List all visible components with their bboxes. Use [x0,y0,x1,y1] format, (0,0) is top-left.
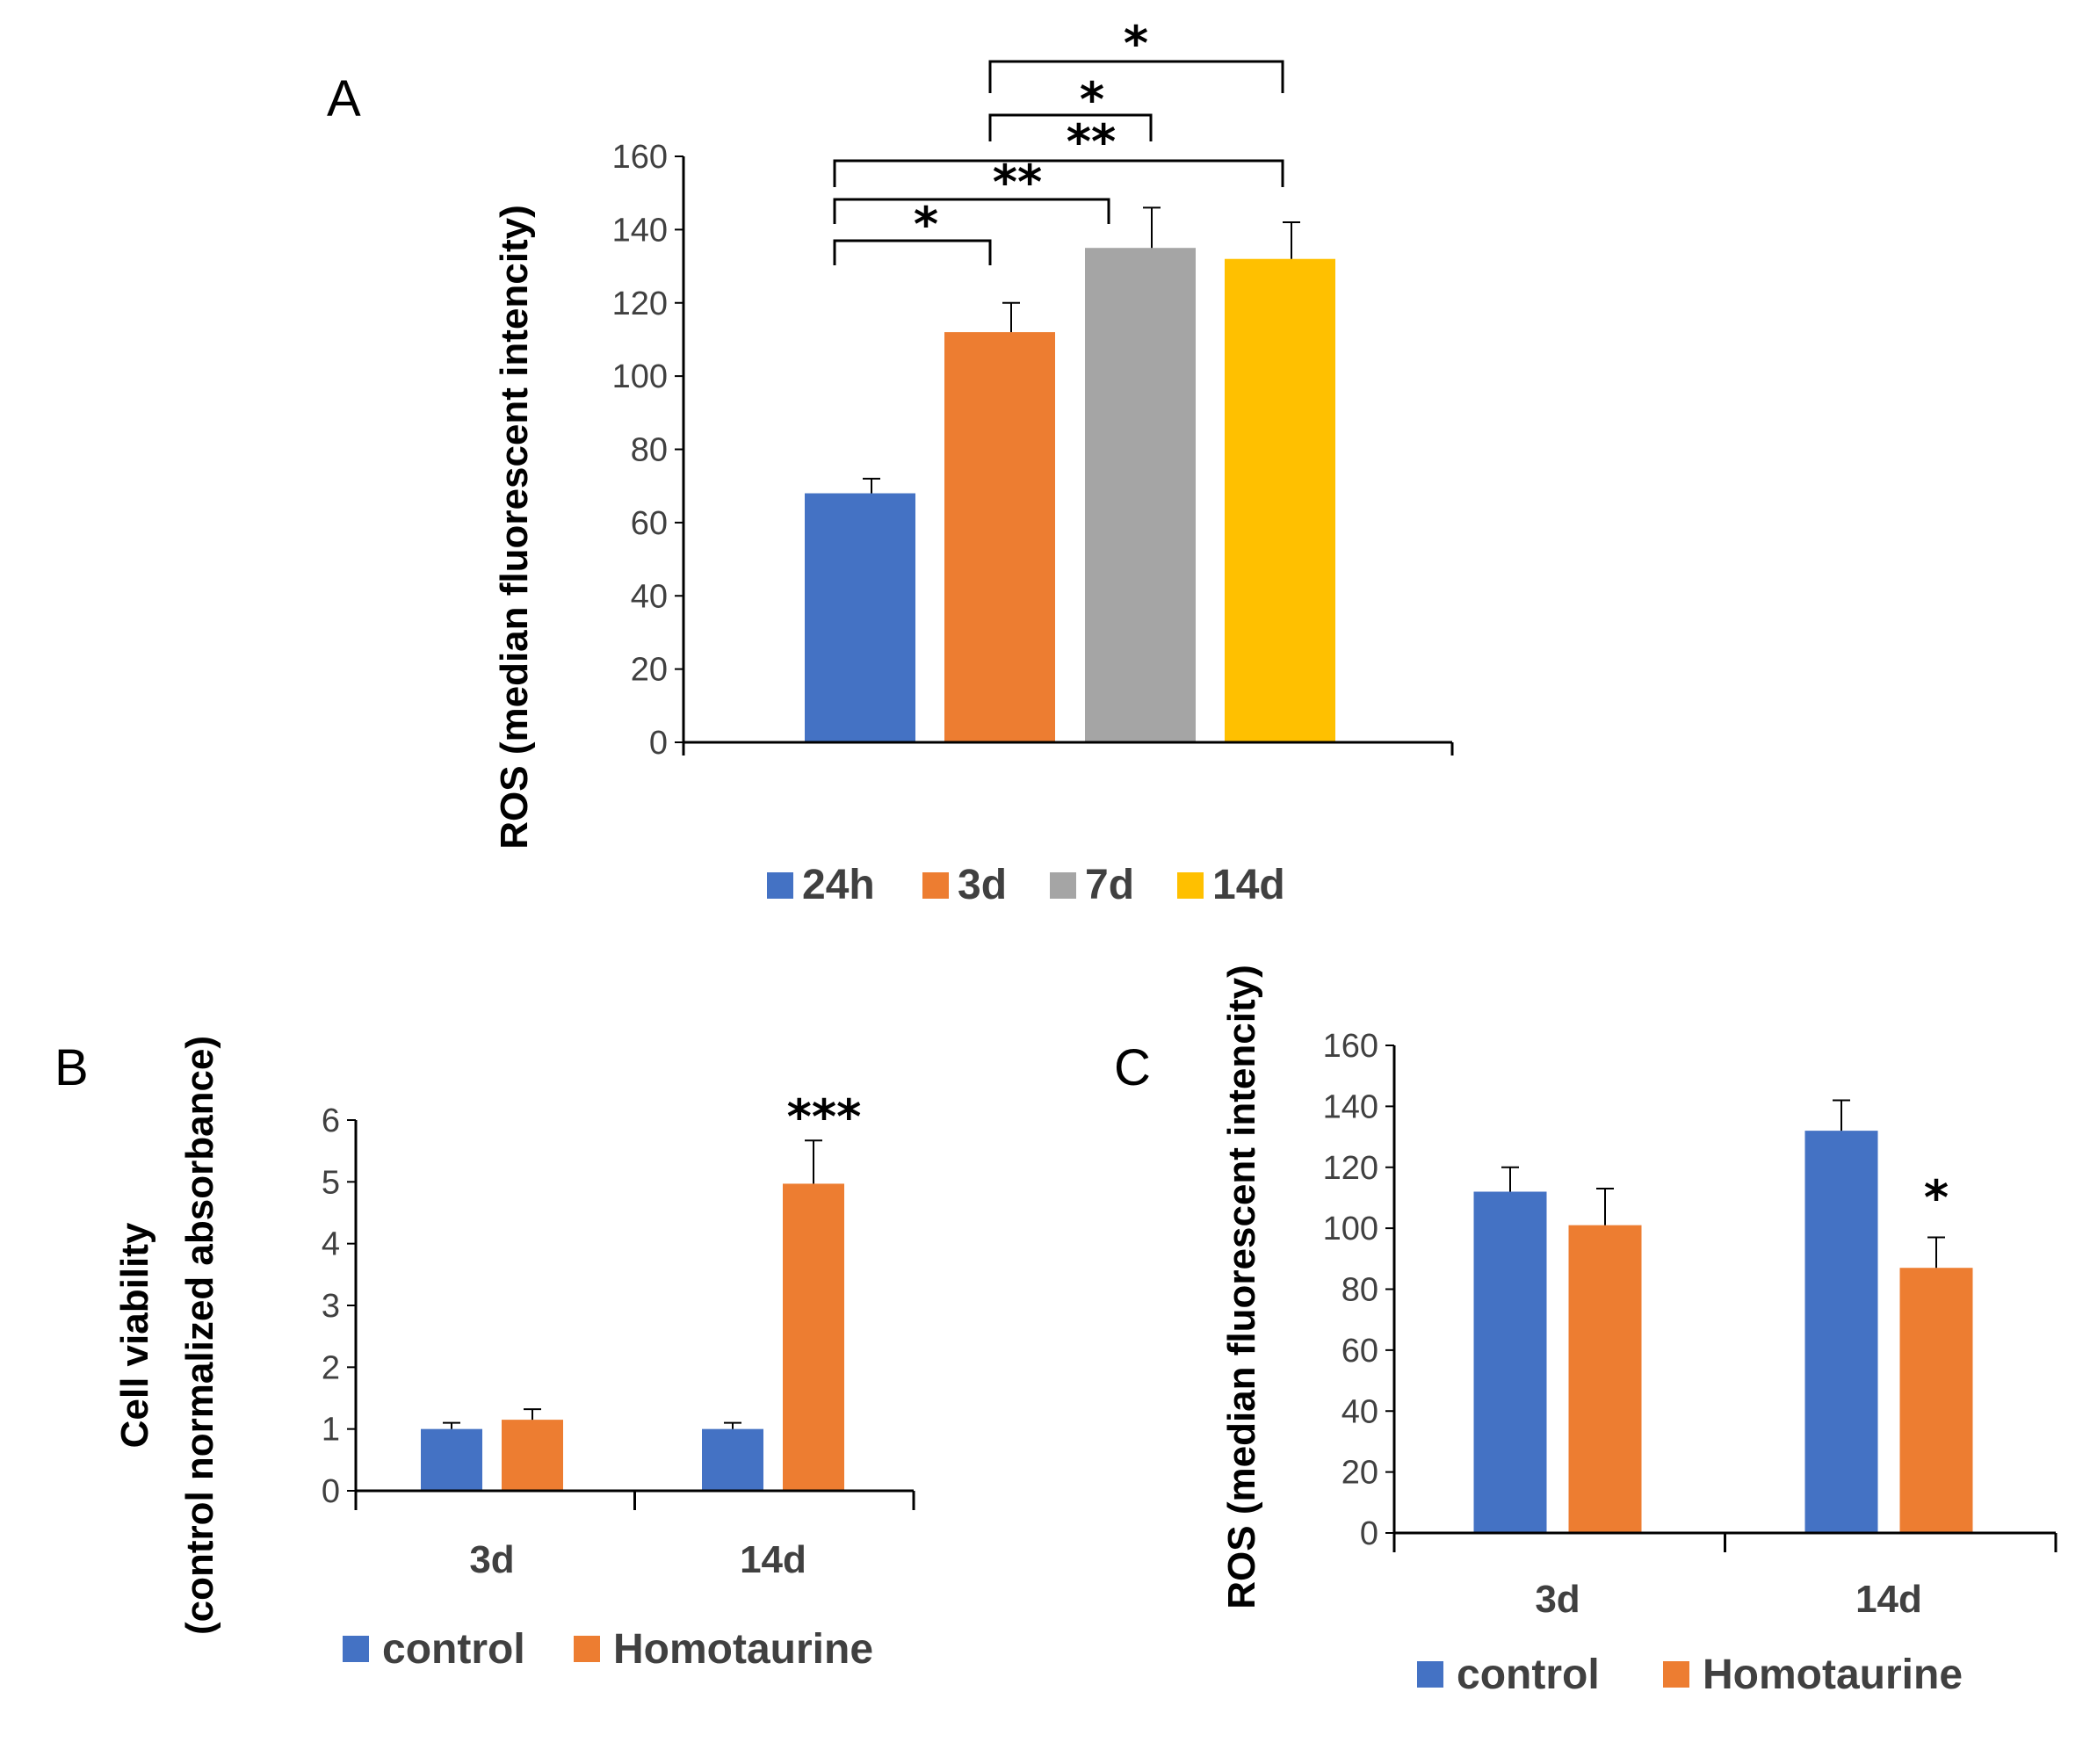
bar-3d [944,332,1055,742]
y-tick-label: 40 [1342,1393,1378,1430]
legend-swatch-7d [1050,872,1076,899]
y-tick-label: 120 [1323,1150,1378,1187]
legend-swatch-homotaurine [574,1636,600,1662]
y-tick-label: 100 [1323,1211,1378,1247]
bar-7d [1085,248,1196,742]
y-tick-label: 80 [1342,1272,1378,1309]
bar-14d-homotaurine [1899,1268,1973,1533]
y-tick-label: 120 [612,286,668,322]
y-tick-label: 0 [1360,1515,1378,1552]
y-tick-label: 160 [612,139,668,176]
bar-14d [1225,258,1335,743]
legend-swatch-homotaurine [1663,1661,1689,1688]
legend-swatch-control [1417,1661,1443,1688]
category-label: 14d [1855,1578,1922,1621]
y-tick-label: 6 [322,1102,340,1139]
significance-label: * [914,197,938,252]
significance-label: * [1924,1170,1949,1225]
y-tick-label: 3 [322,1288,340,1325]
bar-24h [805,493,915,742]
y-tick-label: 20 [1342,1455,1378,1492]
y-tick-label: 0 [649,725,668,762]
panel-a: A ROS (median fluorescent intencity) 0 20… [327,16,1454,908]
category-label: 14d [740,1538,806,1581]
legend-swatch-14d [1177,872,1204,899]
bar-14d-control [702,1428,763,1491]
panel-c: C ROS (median fluorescent intencity) 0 20… [1114,965,2057,1698]
legend-label-7d: 7d [1085,862,1134,908]
category-label: 3d [469,1538,514,1581]
y-tick-label: 40 [631,578,668,615]
significance-label: * [1124,16,1148,71]
significance-bracket [833,198,1110,224]
significance-label: ** [993,155,1042,210]
y-tick-label: 160 [1323,1028,1378,1065]
legend-swatch-24h [767,872,793,899]
panel-c-legend: control Homotaurine [1417,1652,1963,1698]
significance-bracket [833,159,1284,187]
legend-label-24h: 24h [802,862,875,908]
significance-bracket [988,113,1153,141]
y-tick-label: 20 [631,652,668,689]
bar-14d-control [1804,1131,1878,1533]
y-tick-label: 60 [631,505,668,542]
y-tick-label: 60 [1342,1333,1378,1370]
bar-3d-control [421,1428,482,1491]
y-tick-label: 100 [612,358,668,395]
bar-3d-control [1473,1191,1547,1533]
y-tick-label: 80 [631,432,668,469]
bar-3d-homotaurine [502,1420,563,1491]
significance-bracket [833,239,992,265]
panel-b-letter: B [54,1039,89,1096]
y-tick-label: 5 [322,1164,340,1201]
bar-3d-homotaurine [1568,1225,1642,1533]
y-tick-label: 2 [322,1349,340,1386]
panel-b: B Cell viability (control normalized abs… [54,1036,915,1673]
legend-label-14d: 14d [1212,862,1285,908]
y-tick-label: 140 [612,212,668,249]
panel-a-letter: A [327,70,361,127]
legend-swatch-3d [922,872,949,899]
panel-c-y-axis-label: ROS (median fluorescent intencity) [1220,965,1263,1609]
y-tick-label: 0 [322,1473,340,1510]
significance-label: * [1080,72,1104,127]
significance-label: ** [1067,114,1116,170]
category-label: 3d [1535,1578,1580,1621]
legend-label-3d: 3d [958,862,1007,908]
significance-label: *** [787,1089,862,1145]
legend-label-homotaurine: Homotaurine [613,1626,873,1673]
legend-label-control: control [1457,1652,1600,1698]
panel-a-y-axis-label: ROS (median fluorescent intencity) [493,205,536,849]
y-tick-label: 140 [1323,1088,1378,1125]
panel-a-legend: 24h 3d 7d 14d [767,862,1285,908]
bar-14d-homotaurine [783,1183,844,1491]
significance-bracket [988,60,1284,93]
legend-swatch-control [343,1636,369,1662]
legend-label-homotaurine: Homotaurine [1703,1652,1963,1698]
y-tick-label: 4 [322,1226,340,1263]
panel-b-y-axis-label-line1: Cell viability [113,1222,156,1448]
panel-b-y-axis-label-line2: (control normalized absorbance) [178,1036,221,1635]
y-tick-label: 1 [322,1412,340,1449]
legend-label-control: control [382,1626,525,1673]
panel-b-legend: control Homotaurine [343,1626,873,1673]
panel-c-letter: C [1114,1039,1151,1096]
